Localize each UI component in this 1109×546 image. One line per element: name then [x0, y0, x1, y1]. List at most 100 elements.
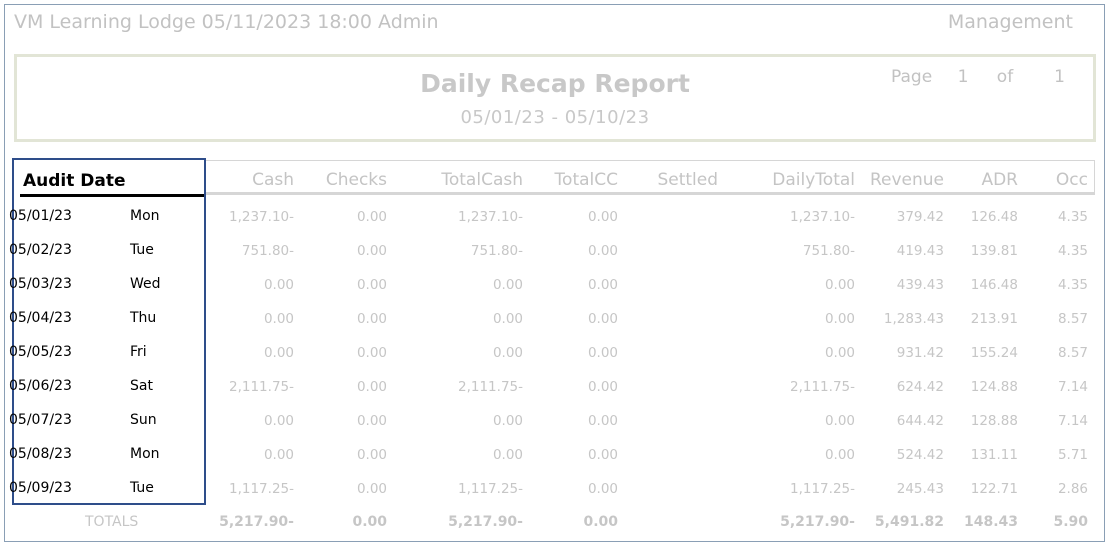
row-totalcc: 0.00 [587, 311, 618, 327]
row-totalcc: 0.00 [587, 481, 618, 497]
totals-label: TOTALS [85, 514, 139, 530]
total-totalcash: 5,217.90- [448, 514, 523, 530]
row-totalcc: 0.00 [587, 277, 618, 293]
row-totalcash: 2,111.75- [458, 379, 523, 395]
col-header-totalcash: TotalCash [441, 170, 523, 190]
row-occ: 2.86 [1057, 481, 1088, 497]
total-dailytotal: 5,217.90- [780, 514, 855, 530]
row-dailytotal: 0.00 [824, 311, 855, 327]
row-weekday: Tue [130, 242, 154, 258]
row-dailytotal: 0.00 [824, 345, 855, 361]
row-totalcc: 0.00 [587, 243, 618, 259]
row-audit-date[interactable]: 05/05/23 [9, 344, 72, 360]
row-dailytotal: 1,237.10- [790, 209, 855, 225]
report-date-range: 05/01/23 - 05/10/23 [460, 107, 650, 128]
row-revenue: 245.43 [896, 481, 944, 497]
col-header-cash: Cash [252, 170, 294, 190]
row-totalcash: 1,117.25- [458, 481, 523, 497]
row-dailytotal: 1,117.25- [790, 481, 855, 497]
page-total: 1 [1054, 67, 1065, 87]
management-link[interactable]: Management [947, 11, 1073, 33]
row-checks: 0.00 [356, 379, 387, 395]
row-adr: 155.24 [970, 345, 1018, 361]
row-revenue: 624.42 [896, 379, 944, 395]
row-occ: 4.35 [1057, 277, 1088, 293]
row-checks: 0.00 [356, 345, 387, 361]
row-adr: 146.48 [970, 277, 1018, 293]
row-audit-date[interactable]: 05/06/23 [9, 378, 72, 394]
row-checks: 0.00 [356, 481, 387, 497]
row-revenue: 524.42 [896, 447, 944, 463]
row-cash: 1,237.10- [229, 209, 294, 225]
row-cash: 0.00 [263, 311, 294, 327]
row-cash: 0.00 [263, 345, 294, 361]
row-checks: 0.00 [356, 413, 387, 429]
col-header-settled: Settled [657, 170, 718, 190]
row-occ: 8.57 [1057, 345, 1088, 361]
row-weekday: Sat [130, 378, 153, 394]
row-audit-date[interactable]: 05/07/23 [9, 412, 72, 428]
report-title-box: Daily Recap Report 05/01/23 - 05/10/23 P… [14, 54, 1096, 142]
row-totalcc: 0.00 [587, 345, 618, 361]
total-occ: 5.90 [1053, 514, 1088, 530]
row-adr: 126.48 [970, 209, 1018, 225]
header-info: VM Learning Lodge 05/11/2023 18:00 Admin [14, 11, 439, 33]
row-occ: 5.71 [1057, 447, 1088, 463]
row-weekday: Mon [130, 446, 160, 462]
row-checks: 0.00 [356, 209, 387, 225]
row-revenue: 1,283.43 [883, 311, 944, 327]
row-adr: 213.91 [970, 311, 1018, 327]
row-weekday: Sun [130, 412, 157, 428]
row-dailytotal: 2,111.75- [790, 379, 855, 395]
audit-date-panel[interactable]: Audit Date [12, 158, 206, 505]
col-header-occ: Occ [1055, 170, 1088, 190]
audit-date-header: Audit Date [23, 171, 126, 191]
row-occ: 7.14 [1057, 379, 1088, 395]
row-audit-date[interactable]: 05/02/23 [9, 242, 72, 258]
row-totalcash: 0.00 [492, 447, 523, 463]
row-checks: 0.00 [356, 277, 387, 293]
page-label: Page [891, 67, 933, 87]
total-checks: 0.00 [352, 514, 387, 530]
report-title: Daily Recap Report [420, 69, 690, 98]
col-header-checks: Checks [325, 170, 387, 190]
row-audit-date[interactable]: 05/04/23 [9, 310, 72, 326]
row-weekday: Mon [130, 208, 160, 224]
row-revenue: 379.42 [896, 209, 944, 225]
row-revenue: 644.42 [896, 413, 944, 429]
page-of-label: of [996, 67, 1014, 87]
total-cash: 5,217.90- [219, 514, 294, 530]
row-audit-date[interactable]: 05/08/23 [9, 446, 72, 462]
row-dailytotal: 0.00 [824, 413, 855, 429]
row-cash: 1,117.25- [229, 481, 294, 497]
row-cash: 0.00 [263, 277, 294, 293]
row-adr: 139.81 [970, 243, 1018, 259]
page-indicator: Page 1 of 1 [891, 67, 1065, 87]
row-revenue: 439.43 [896, 277, 944, 293]
row-weekday: Thu [130, 310, 157, 326]
row-dailytotal: 0.00 [824, 277, 855, 293]
row-weekday: Fri [130, 344, 147, 360]
row-totalcc: 0.00 [587, 447, 618, 463]
row-weekday: Wed [130, 276, 161, 292]
row-adr: 128.88 [970, 413, 1018, 429]
total-adr: 148.43 [963, 514, 1018, 530]
col-header-totalcc: TotalCC [554, 170, 618, 190]
row-checks: 0.00 [356, 243, 387, 259]
row-audit-date[interactable]: 05/09/23 [9, 480, 72, 496]
row-occ: 8.57 [1057, 311, 1088, 327]
row-audit-date[interactable]: 05/01/23 [9, 208, 72, 224]
row-totalcash: 0.00 [492, 345, 523, 361]
row-weekday: Tue [130, 480, 154, 496]
col-header-dailytotal: DailyTotal [772, 170, 855, 190]
row-adr: 124.88 [970, 379, 1018, 395]
row-cash: 0.00 [263, 413, 294, 429]
row-occ: 4.35 [1057, 243, 1088, 259]
row-totalcc: 0.00 [587, 413, 618, 429]
row-checks: 0.00 [356, 311, 387, 327]
row-adr: 131.11 [970, 447, 1018, 463]
row-audit-date[interactable]: 05/03/23 [9, 276, 72, 292]
col-header-revenue: Revenue [869, 170, 944, 190]
row-revenue: 419.43 [896, 243, 944, 259]
row-totalcash: 751.80- [470, 243, 523, 259]
